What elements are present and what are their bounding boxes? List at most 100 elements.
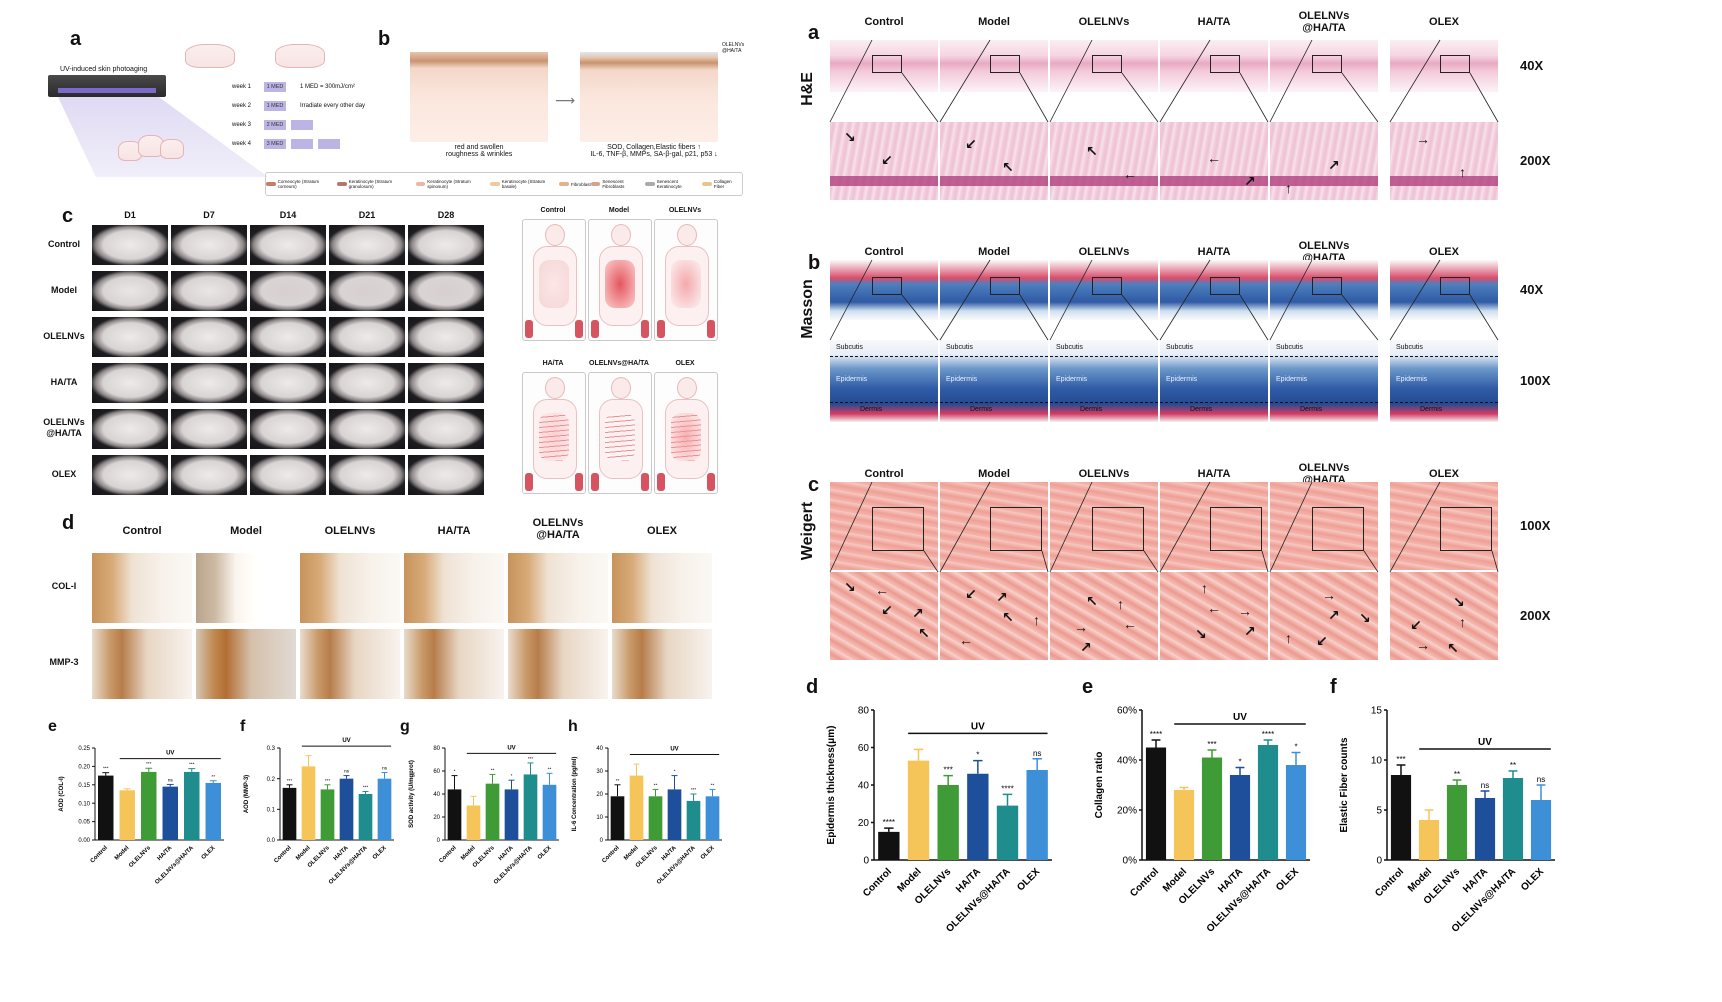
bar bbox=[878, 831, 900, 860]
fiber-arrow-icon: ↖ bbox=[1002, 159, 1014, 175]
significance-label: ns bbox=[382, 767, 388, 772]
histo-low-mag-image bbox=[1270, 260, 1378, 320]
ihc-image bbox=[612, 629, 712, 699]
histo-high-mag-image: Subcutis Epidermis Dermis bbox=[830, 340, 938, 422]
mouse-schematic bbox=[654, 372, 718, 494]
histo-column-label: Control bbox=[864, 246, 904, 258]
dermis-boundary bbox=[940, 402, 1048, 403]
ihc-row-label: COL-I bbox=[51, 581, 77, 591]
magnification-label: 200X bbox=[1520, 608, 1551, 623]
chart-f-letter: f bbox=[240, 718, 246, 735]
bar bbox=[937, 785, 959, 860]
subcutis-boundary bbox=[1270, 356, 1378, 357]
histo-column-label: OLELNVs @HA/TA bbox=[1298, 10, 1350, 34]
significance-label: **** bbox=[1150, 730, 1162, 739]
zoom-region-box bbox=[872, 507, 924, 551]
photoaged-caption: red and swollen roughness & wrinkles bbox=[445, 144, 513, 158]
mouse-photo bbox=[171, 271, 247, 311]
significance-label: **** bbox=[1001, 784, 1013, 793]
chart-h-letter: h bbox=[568, 718, 578, 735]
significance-label: ** bbox=[711, 782, 715, 788]
subcutis-boundary bbox=[940, 356, 1048, 357]
uv-label: UV bbox=[1478, 737, 1492, 748]
significance-label: ** bbox=[491, 767, 495, 773]
layer-label-epidermis: Epidermis bbox=[1166, 376, 1198, 383]
histo-high-mag-image: ↗ ↑ → ↘ ↙ bbox=[1270, 572, 1378, 660]
x-tick-label: OLEX bbox=[201, 845, 217, 861]
fiber-arrow-icon: ↖ bbox=[918, 625, 930, 641]
mouse-photo bbox=[329, 363, 405, 403]
mouse-photo bbox=[250, 317, 326, 357]
mouse-head bbox=[677, 224, 697, 246]
chart-collagen-ratio: 0%20%40%60%Collagen ratio****Control Mode… bbox=[1094, 706, 1310, 935]
y-tick-label: 40 bbox=[433, 792, 440, 798]
mouse-schematic bbox=[522, 219, 586, 341]
mouse-photo bbox=[329, 225, 405, 265]
schematic-label: Model bbox=[608, 207, 630, 214]
fiber-arrow-icon: ← bbox=[875, 582, 889, 598]
magnification-label: 100X bbox=[1520, 373, 1551, 388]
mouse-photo bbox=[329, 317, 405, 357]
fiber-arrow-icon: → bbox=[1238, 603, 1252, 619]
y-tick-label: 80 bbox=[858, 706, 870, 717]
erythema-area bbox=[539, 260, 569, 308]
legend-item: Senescent Keratinocyte bbox=[645, 179, 702, 189]
zoom-region-box bbox=[1312, 55, 1342, 73]
schedule-week: week 2 bbox=[232, 103, 252, 109]
histo-high-mag-image: ↖ ← bbox=[1050, 122, 1158, 200]
y-tick-label: 20% bbox=[1117, 806, 1137, 817]
bar bbox=[996, 805, 1019, 860]
mouse-leg bbox=[707, 320, 715, 338]
histo-high-mag-image: ↙ ↖ ← ↗ ↑ bbox=[940, 572, 1048, 660]
x-tick-label: Control bbox=[601, 845, 621, 865]
layer-label-subcutis: Subcutis bbox=[836, 344, 863, 351]
mouse-depilation-illustration bbox=[185, 40, 255, 68]
x-tick-label: OLEX bbox=[1519, 866, 1546, 893]
significance-label: ** bbox=[654, 782, 658, 788]
stain-label: Masson bbox=[799, 279, 816, 339]
mouse-leg bbox=[591, 320, 599, 338]
fiber-arrow-icon: ↗ bbox=[1244, 623, 1256, 639]
layer-label-dermis: Dermis bbox=[1190, 406, 1213, 413]
zoom-connector bbox=[939, 481, 1049, 573]
mouse-photo bbox=[92, 409, 168, 449]
y-tick-label: 0.00 bbox=[78, 838, 90, 844]
erythema-area bbox=[671, 260, 701, 308]
significance-label: * bbox=[511, 773, 513, 779]
erythema-area bbox=[671, 413, 701, 461]
zoom-connector bbox=[1159, 39, 1269, 123]
histo-column-label: Model bbox=[978, 246, 1010, 258]
layer-label-dermis: Dermis bbox=[1420, 406, 1443, 413]
significance-label: * bbox=[1294, 743, 1297, 752]
histo-high-mag-image: ↑ → bbox=[1390, 122, 1498, 200]
dermis-boundary bbox=[1390, 402, 1498, 403]
irradiation-schedule: week 1 1 MED 1 MED = 300mJ/cm² week 2 1 MED I… bbox=[232, 82, 412, 164]
significance-label: * bbox=[976, 751, 979, 760]
fiber-arrow-icon: ↙ bbox=[1410, 617, 1422, 633]
bar bbox=[1530, 800, 1552, 860]
fiber-arrow-icon: ↙ bbox=[965, 136, 977, 152]
group-label: Model bbox=[51, 285, 77, 295]
legend-swatch bbox=[490, 182, 500, 186]
stain-label: Weigert bbox=[799, 501, 816, 561]
y-axis-label: Elastic Fiber counts bbox=[1339, 737, 1350, 832]
schedule-week: week 1 bbox=[232, 84, 252, 90]
fiber-arrow-icon: ← bbox=[1207, 600, 1221, 616]
dermis-boundary bbox=[1160, 402, 1268, 403]
legend-item: Corneocyte (Stratum corneum) bbox=[266, 179, 337, 189]
zoom-region-box bbox=[1312, 507, 1364, 551]
schematic-label: HA/TA bbox=[542, 360, 564, 367]
y-tick-label: 15 bbox=[1371, 706, 1383, 717]
chart-f-mmp3-aod: 0.0 0.1 0.2 0.3 AOD (MMP-3) *** Control Model **… bbox=[244, 738, 394, 886]
legend-item: Keratinocyte (Stratum granulosum) bbox=[336, 179, 416, 189]
panel-a-letter: a bbox=[70, 28, 82, 50]
mouse-head bbox=[545, 377, 565, 399]
legend-swatch bbox=[702, 182, 712, 186]
histo-panel-letter: c bbox=[808, 474, 820, 496]
zoom-connector bbox=[829, 481, 939, 573]
ihc-image bbox=[404, 553, 504, 623]
fiber-arrow-icon: ← bbox=[959, 632, 973, 648]
ihc-row-label: MMP-3 bbox=[49, 657, 79, 667]
histo-low-mag-image bbox=[1270, 40, 1378, 92]
fiber-arrow-icon: ↖ bbox=[1002, 609, 1014, 625]
